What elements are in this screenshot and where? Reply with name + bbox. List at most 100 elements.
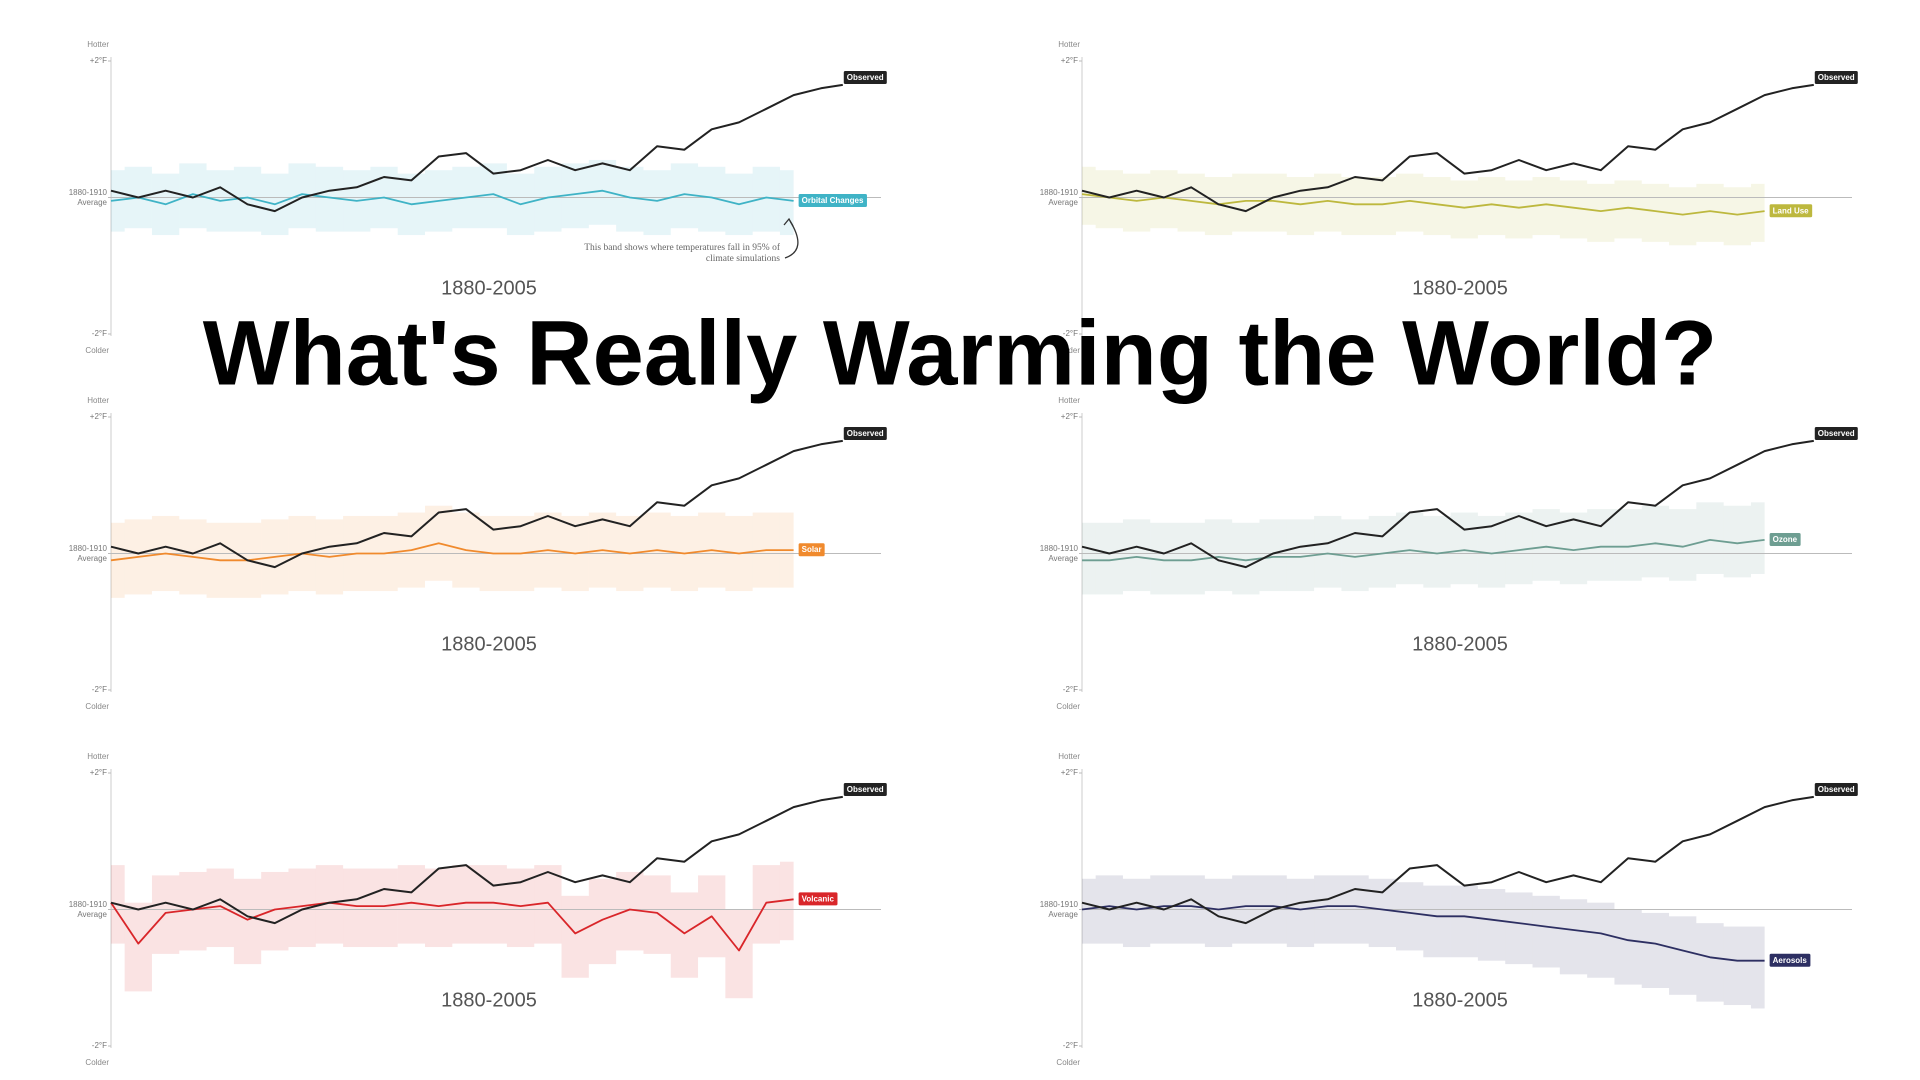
annotation: This band shows where temperatures fall …	[584, 243, 780, 265]
y-tick-label: 1880-1910 Average	[1039, 543, 1078, 563]
y-tick-label: -2°F	[1062, 329, 1078, 338]
confidence-band	[1723, 926, 1751, 1006]
series-line	[1081, 193, 1765, 216]
y-tick-label-box: 1880-1910 Average	[1039, 187, 1078, 207]
y-label-bottom: Colder	[85, 702, 109, 711]
confidence-band	[1286, 878, 1315, 948]
y-tick-label: 1880-1910 Average	[1039, 899, 1078, 919]
confidence-band	[1450, 885, 1478, 958]
y-label-bottom: Colder	[85, 1058, 109, 1067]
chart-panel: Hotter Colder +2°F 1880-1910 Average -2°F Aer…	[1039, 752, 1858, 1067]
series-line	[110, 898, 794, 952]
confidence-band	[1368, 878, 1397, 948]
confidence-band	[233, 878, 262, 965]
confidence-band	[124, 902, 152, 992]
confidence-band	[561, 895, 589, 978]
series-label-bg	[1814, 70, 1858, 84]
series-label-bg	[843, 782, 887, 796]
annotation-box: This band shows where temperatures fall …	[584, 243, 780, 265]
confidence-band	[1122, 878, 1151, 948]
confidence-band	[1450, 512, 1478, 585]
chart-panel: Hotter Colder +2°F 1880-1910 Average -2°F Vol…	[68, 752, 887, 1067]
confidence-band	[1532, 895, 1560, 968]
y-tick-label: +2°F	[1060, 56, 1078, 65]
y-tick-label: -2°F	[91, 329, 107, 338]
y-tick-label-box: +2°F	[1060, 56, 1078, 65]
y-tick-label-box: 1880-1910 Average	[68, 543, 107, 563]
confidence-band	[643, 875, 671, 954]
y-tick-label-box: -2°F	[1062, 1041, 1078, 1050]
y-label-bottom: Colder	[1056, 702, 1080, 711]
confidence-band	[1122, 519, 1151, 592]
y-tick-label-box: -2°F	[1063, 685, 1078, 694]
series-label: Observed	[847, 73, 884, 82]
confidence-band	[1122, 173, 1151, 232]
series-label-bg	[1814, 426, 1858, 440]
confidence-band	[1587, 902, 1615, 978]
y-label-top: Hotter	[1058, 40, 1080, 49]
charts: Hotter Colder +2°F 1880-1910 Average -2°F Orb…	[68, 40, 1858, 1067]
confidence-band	[1477, 889, 1506, 961]
confidence-band	[1641, 912, 1670, 988]
y-tick-label: -2°F	[91, 1041, 107, 1050]
confidence-band	[1082, 522, 1096, 595]
series-label: Volcanic	[802, 894, 835, 903]
period-label: 1880-2005	[441, 633, 537, 655]
confidence-band	[1696, 923, 1724, 1002]
series-line	[1081, 439, 1814, 569]
y-tick-label: 1880-1910 Average	[68, 543, 107, 563]
series-label: Land Use	[1773, 206, 1810, 215]
series-label: Orbital Changes	[802, 196, 864, 205]
series-line	[110, 83, 843, 213]
confidence-band	[151, 875, 180, 954]
period-label: 1880-2005	[1412, 277, 1508, 299]
y-label-bottom: Colder	[85, 346, 109, 355]
y-tick-label: -2°F	[1062, 1041, 1078, 1050]
series-label: Observed	[1818, 73, 1855, 82]
y-tick-label-box: +2°F	[90, 412, 107, 421]
series-label: Ozone	[1773, 535, 1798, 544]
y-label-bottom: Colder	[1056, 1058, 1080, 1067]
y-tick-label: 1880-1910 Average	[68, 899, 107, 919]
y-tick-label-box: +2°F	[89, 56, 107, 65]
confidence-band	[1423, 885, 1451, 958]
series-label: Solar	[802, 545, 822, 554]
series-label-bg	[843, 426, 887, 440]
y-tick-label: -2°F	[91, 685, 107, 694]
confidence-band	[1696, 502, 1724, 574]
confidence-band	[261, 871, 289, 951]
confidence-band	[1259, 519, 1287, 592]
confidence-band	[670, 892, 699, 978]
y-label-top: Hotter	[87, 752, 109, 761]
confidence-band	[1750, 926, 1765, 1009]
confidence-band	[506, 868, 535, 948]
confidence-band	[1505, 180, 1533, 239]
confidence-band	[1614, 909, 1642, 985]
confidence-band	[343, 868, 371, 948]
series-label: Observed	[1818, 429, 1855, 438]
confidence-band	[425, 868, 453, 948]
y-tick-label: +2°F	[89, 56, 107, 65]
y-tick-label: +2°F	[1060, 768, 1078, 777]
series-label: Observed	[1818, 785, 1855, 794]
series-line	[110, 439, 843, 569]
series-label-bg	[798, 543, 825, 557]
y-tick-label: 1880-1910 Average	[1039, 187, 1078, 207]
confidence-band	[1082, 878, 1096, 944]
confidence-band	[779, 170, 794, 236]
series-label-bg	[798, 194, 867, 208]
y-tick-label-box: 1880-1910 Average	[69, 188, 107, 207]
confidence-band	[1505, 892, 1533, 965]
confidence-band	[1286, 177, 1315, 236]
series-label-bg	[798, 892, 838, 906]
y-tick-label: +2°F	[89, 768, 107, 777]
series-label-bg	[843, 70, 887, 84]
confidence-band	[1314, 515, 1342, 588]
annotation-arrowhead	[783, 217, 794, 227]
period-label: 1880-2005	[1412, 989, 1508, 1011]
confidence-band	[1723, 187, 1751, 246]
confidence-band	[643, 170, 671, 236]
confidence-band	[1750, 502, 1765, 574]
y-tick-label-box: +2°F	[1061, 412, 1078, 421]
